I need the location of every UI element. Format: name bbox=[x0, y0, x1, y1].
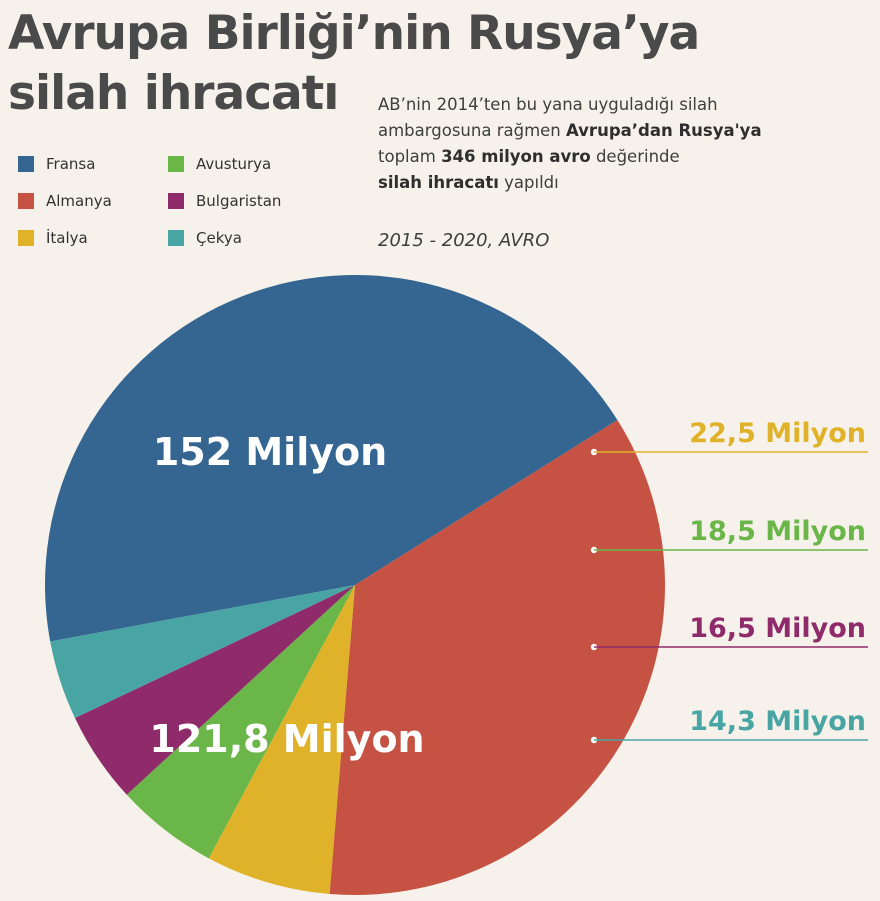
chart-legend: Fransa Almanya İtalya Avusturya Bulgaris… bbox=[18, 155, 348, 265]
legend-item-bulgaristan: Bulgaristan bbox=[168, 192, 281, 210]
title-line-2: silah ihracatı bbox=[8, 66, 339, 121]
callout-label-avusturya: 18,5 Milyon bbox=[689, 516, 866, 547]
callout-label-bulgaristan: 16,5 Milyon bbox=[689, 613, 866, 644]
legend-swatch-italya bbox=[18, 230, 34, 246]
pie-slice-avusturya bbox=[126, 585, 356, 859]
slice-label-fransa: 152 Milyon bbox=[153, 430, 387, 474]
legend-swatch-avusturya bbox=[168, 156, 184, 172]
pie-slice-fransa bbox=[44, 275, 618, 642]
legend-label-bulgaristan: Bulgaristan bbox=[196, 192, 282, 210]
callout-label-italya: 22,5 Milyon bbox=[689, 418, 866, 449]
pie-slice-bulgaristan bbox=[74, 585, 355, 795]
legend-swatch-fransa bbox=[18, 156, 34, 172]
pie-slice-italya bbox=[208, 585, 355, 894]
callout-label-cekya: 14,3 Milyon bbox=[689, 706, 866, 737]
legend-label-almanya: Almanya bbox=[46, 192, 112, 210]
legend-item-almanya: Almanya bbox=[18, 192, 112, 210]
legend-label-italya: İtalya bbox=[46, 229, 88, 247]
legend-item-avusturya: Avusturya bbox=[168, 155, 271, 173]
legend-label-avusturya: Avusturya bbox=[196, 155, 272, 173]
legend-swatch-almanya bbox=[18, 193, 34, 209]
pie-slice-cekya bbox=[50, 585, 355, 718]
chart-description: AB’nin 2014’ten bu yana uyguladığı silah… bbox=[378, 92, 818, 196]
description-line-1: AB’nin 2014’ten bu yana uyguladığı silah bbox=[378, 95, 718, 114]
description-line-2: ambargosuna rağmen Avrupa’dan Rusya'ya bbox=[378, 121, 762, 140]
description-line-4: silah ihracatı yapıldı bbox=[378, 173, 559, 192]
slice-label-almanya: 121,8 Milyon bbox=[149, 717, 424, 761]
legend-swatch-cekya bbox=[168, 230, 184, 246]
chart-title: Avrupa Birliği’nin Rusya’ya silah ihraca… bbox=[8, 4, 700, 124]
legend-swatch-bulgaristan bbox=[168, 193, 184, 209]
legend-item-cekya: Çekya bbox=[168, 229, 242, 247]
description-line-3: toplam 346 milyon avro değerinde bbox=[378, 147, 680, 166]
legend-label-cekya: Çekya bbox=[196, 229, 242, 247]
pie-slice-almanya bbox=[329, 419, 665, 896]
legend-item-fransa: Fransa bbox=[18, 155, 95, 173]
title-line-1: Avrupa Birliği’nin Rusya’ya bbox=[8, 6, 700, 61]
legend-item-italya: İtalya bbox=[18, 229, 88, 247]
period-label: 2015 - 2020, AVRO bbox=[378, 230, 550, 251]
legend-label-fransa: Fransa bbox=[46, 155, 96, 173]
